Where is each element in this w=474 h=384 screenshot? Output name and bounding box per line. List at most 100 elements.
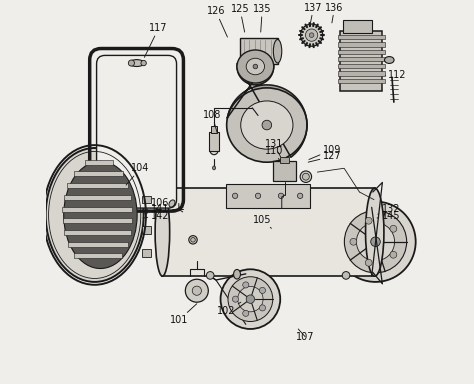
Bar bbox=[73, 171, 123, 176]
Bar bbox=[340, 31, 383, 91]
Ellipse shape bbox=[64, 161, 137, 268]
Ellipse shape bbox=[310, 33, 314, 37]
Text: 104: 104 bbox=[126, 163, 150, 185]
Text: 137: 137 bbox=[304, 3, 323, 27]
Circle shape bbox=[350, 238, 357, 245]
Ellipse shape bbox=[300, 171, 311, 182]
Bar bbox=[211, 126, 217, 133]
Ellipse shape bbox=[253, 64, 258, 69]
Bar bbox=[74, 253, 122, 258]
Text: 108: 108 bbox=[203, 110, 221, 133]
Bar bbox=[142, 227, 151, 234]
Polygon shape bbox=[228, 56, 307, 157]
Bar bbox=[338, 79, 385, 83]
Text: 125: 125 bbox=[231, 4, 249, 32]
Circle shape bbox=[232, 193, 238, 199]
Ellipse shape bbox=[371, 237, 380, 247]
Ellipse shape bbox=[234, 270, 240, 279]
Ellipse shape bbox=[129, 60, 144, 66]
Text: 105: 105 bbox=[253, 215, 272, 228]
Ellipse shape bbox=[189, 236, 197, 244]
Circle shape bbox=[255, 193, 261, 199]
Ellipse shape bbox=[227, 88, 307, 162]
Text: 142: 142 bbox=[143, 211, 169, 221]
Bar bbox=[338, 50, 385, 54]
Bar bbox=[338, 71, 385, 76]
Bar bbox=[343, 20, 372, 33]
Ellipse shape bbox=[246, 295, 255, 303]
Text: 132: 132 bbox=[378, 204, 400, 214]
Text: 127: 127 bbox=[308, 151, 341, 162]
Bar bbox=[64, 195, 131, 200]
Text: 110: 110 bbox=[264, 146, 283, 159]
Ellipse shape bbox=[262, 120, 272, 130]
Bar bbox=[163, 188, 375, 276]
Bar bbox=[64, 230, 131, 235]
Circle shape bbox=[342, 271, 350, 279]
Ellipse shape bbox=[365, 188, 384, 276]
Circle shape bbox=[259, 287, 265, 293]
Bar bbox=[142, 249, 151, 257]
Circle shape bbox=[298, 193, 303, 199]
Bar bbox=[67, 183, 128, 188]
Ellipse shape bbox=[46, 148, 144, 282]
Text: 107: 107 bbox=[296, 329, 314, 342]
Ellipse shape bbox=[356, 223, 394, 261]
Bar bbox=[226, 184, 310, 209]
Text: 136: 136 bbox=[325, 3, 344, 23]
Ellipse shape bbox=[384, 56, 394, 63]
Bar bbox=[210, 132, 219, 151]
Bar bbox=[68, 242, 128, 247]
Bar bbox=[63, 218, 132, 223]
Text: 131: 131 bbox=[264, 139, 283, 157]
Circle shape bbox=[259, 305, 265, 311]
Bar bbox=[338, 64, 385, 68]
Bar bbox=[240, 38, 278, 64]
Ellipse shape bbox=[345, 210, 407, 273]
Circle shape bbox=[390, 225, 397, 232]
Ellipse shape bbox=[212, 166, 216, 170]
Bar bbox=[338, 35, 385, 39]
Text: 106: 106 bbox=[145, 198, 169, 210]
Ellipse shape bbox=[192, 286, 201, 295]
FancyBboxPatch shape bbox=[97, 55, 176, 208]
Bar bbox=[63, 207, 132, 212]
Bar bbox=[338, 42, 385, 46]
Ellipse shape bbox=[302, 173, 310, 180]
Text: 117: 117 bbox=[145, 23, 168, 57]
Ellipse shape bbox=[237, 50, 273, 83]
Circle shape bbox=[243, 282, 249, 288]
Bar bbox=[280, 157, 290, 162]
Ellipse shape bbox=[220, 269, 280, 329]
Ellipse shape bbox=[305, 29, 318, 41]
Text: 101: 101 bbox=[170, 304, 197, 325]
Ellipse shape bbox=[210, 145, 218, 155]
Circle shape bbox=[243, 310, 249, 316]
Text: 135: 135 bbox=[253, 4, 272, 32]
Ellipse shape bbox=[335, 202, 416, 282]
Text: 145: 145 bbox=[377, 211, 400, 221]
Ellipse shape bbox=[155, 188, 170, 276]
Circle shape bbox=[206, 271, 214, 279]
Circle shape bbox=[365, 217, 372, 224]
Bar bbox=[273, 161, 296, 181]
Ellipse shape bbox=[237, 286, 263, 312]
Ellipse shape bbox=[241, 101, 293, 149]
Ellipse shape bbox=[246, 58, 264, 75]
Ellipse shape bbox=[169, 200, 175, 207]
Circle shape bbox=[390, 251, 397, 258]
Circle shape bbox=[278, 193, 283, 199]
Ellipse shape bbox=[128, 60, 135, 66]
Ellipse shape bbox=[301, 24, 323, 46]
Ellipse shape bbox=[141, 60, 146, 66]
Ellipse shape bbox=[228, 277, 273, 321]
Circle shape bbox=[232, 296, 238, 302]
Text: 102: 102 bbox=[217, 302, 241, 316]
Text: 126: 126 bbox=[207, 7, 228, 37]
Text: 112: 112 bbox=[385, 70, 407, 80]
Ellipse shape bbox=[185, 279, 208, 302]
Text: 141: 141 bbox=[144, 204, 169, 214]
Bar bbox=[338, 57, 385, 61]
Bar bbox=[85, 160, 113, 165]
Ellipse shape bbox=[273, 40, 282, 63]
